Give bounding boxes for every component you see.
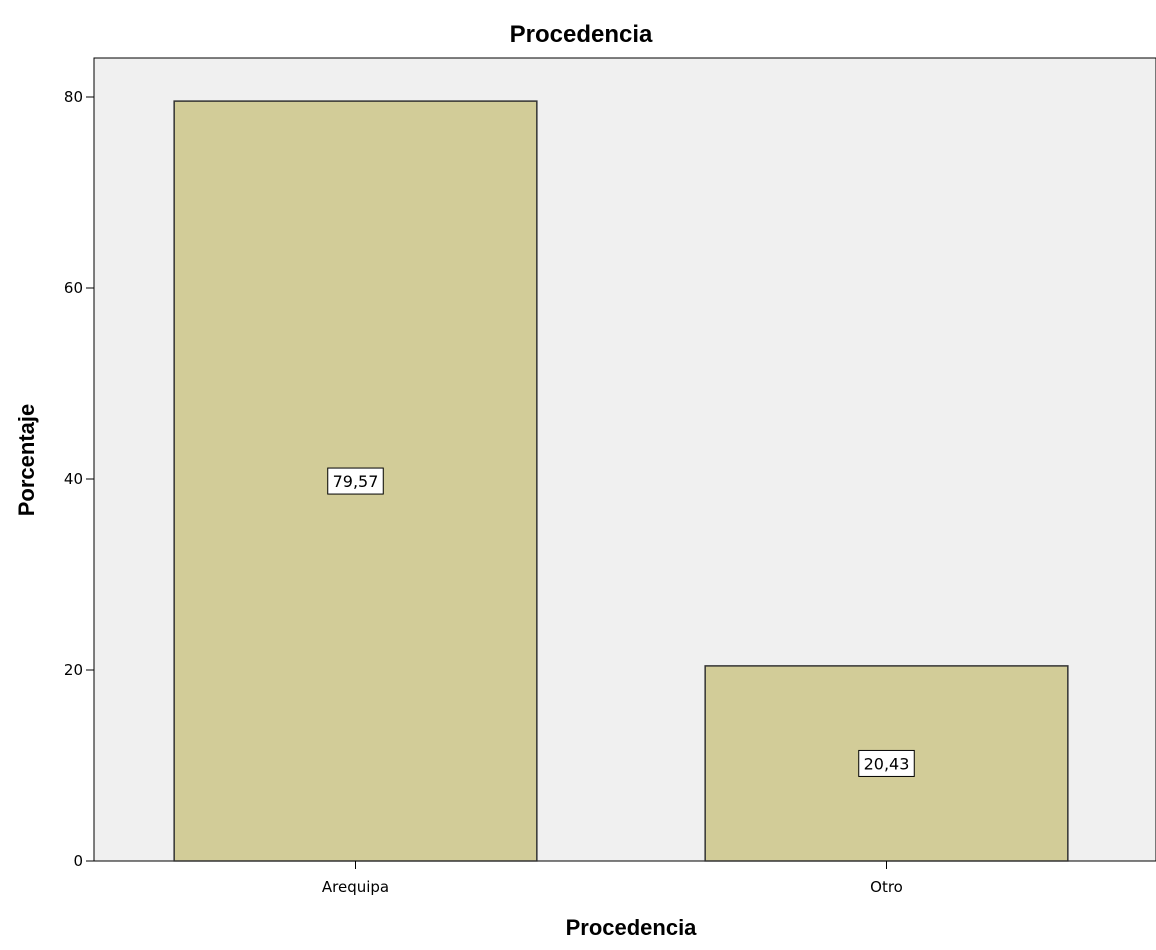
x-tick-label: Otro	[870, 878, 903, 896]
y-tick-label: 60	[64, 279, 83, 297]
y-tick-label: 40	[64, 470, 83, 488]
data-label: 79,57	[333, 472, 379, 491]
data-label: 20,43	[864, 754, 910, 773]
y-tick-label: 20	[64, 661, 83, 679]
y-axis: 0 20 40 60 80	[64, 88, 94, 870]
x-axis: Arequipa Otro	[322, 861, 903, 896]
y-tick-label: 80	[64, 88, 83, 106]
chart-title: Procedencia	[510, 21, 653, 48]
y-tick-label: 0	[73, 852, 83, 870]
y-axis-title: Porcentaje	[14, 404, 39, 517]
x-tick-label: Arequipa	[322, 878, 389, 896]
bars-group: 79,57 20,43	[173, 100, 1069, 862]
x-axis-title: Procedencia	[566, 915, 698, 940]
data-label-box	[858, 749, 915, 777]
data-label-box	[327, 467, 384, 495]
